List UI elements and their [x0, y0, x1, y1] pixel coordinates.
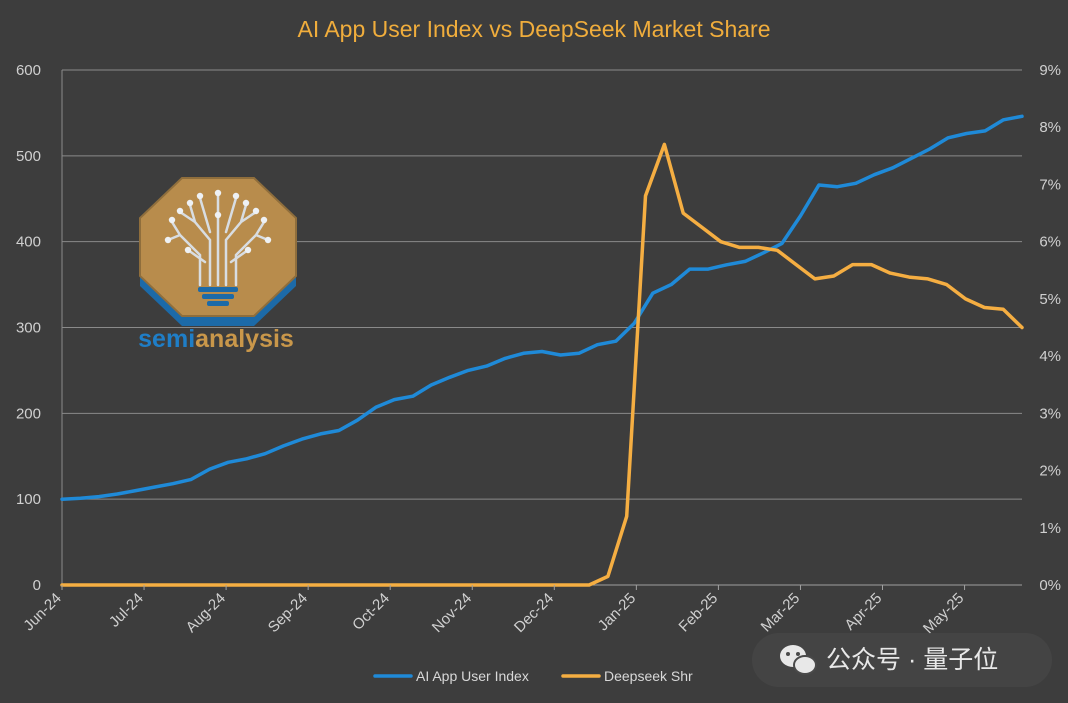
- circuit-tree-icon: [166, 193, 270, 287]
- x-tick-label: Jul-24: [106, 590, 147, 631]
- x-tick-label: Aug-24: [183, 590, 229, 636]
- x-tick-label: Jun-24: [20, 590, 64, 634]
- x-tick-label: Apr-25: [841, 590, 885, 634]
- y-left-tick-label: 100: [16, 491, 41, 508]
- y-left-tick-label: 600: [16, 62, 41, 79]
- x-axis-ticks: Jun-24 Jul-24 Aug-24 Sep-24 Oct-24 Nov-24 Dec-…: [20, 585, 967, 637]
- watermark: 公众号 · 量子位: [752, 633, 1052, 687]
- logo-nodes: [164, 189, 272, 254]
- logo-bulb-base: [198, 287, 238, 306]
- x-tick-label: Nov-24: [429, 590, 475, 636]
- legend-label: Deepseek Shr: [604, 668, 693, 684]
- logo-wordmark: semianalysis: [138, 325, 294, 353]
- legend: AI App User Index Deepseek Shr: [373, 668, 693, 684]
- y-left-tick-label: 400: [16, 234, 41, 251]
- semianalysis-logo: semianalysis: [138, 177, 297, 353]
- y-right-tick-label: 0%: [1039, 577, 1061, 594]
- y-left-tick-label: 0: [33, 577, 41, 594]
- y-right-tick-label: 3%: [1039, 405, 1061, 422]
- x-tick-label: Oct-24: [349, 590, 393, 634]
- y-right-tick-label: 2%: [1039, 463, 1061, 480]
- y-right-tick-label: 7%: [1039, 176, 1061, 193]
- watermark-text: 公众号 · 量子位: [826, 646, 998, 674]
- x-tick-label: Feb-25: [676, 590, 722, 636]
- y-right-tick-label: 4%: [1039, 348, 1061, 365]
- chart-title: AI App User Index vs DeepSeek Market Sha…: [297, 16, 770, 42]
- series-line-ai-app-user-index: [60, 114, 1024, 501]
- x-tick-label: Jan-25: [595, 590, 639, 634]
- wechat-icon: [780, 645, 817, 675]
- y-right-tick-label: 9%: [1039, 62, 1061, 79]
- y-axis-left-ticks: 0 100 200 300 400 500 600: [16, 62, 41, 594]
- x-tick-label: Mar-25: [758, 590, 804, 636]
- y-right-tick-label: 5%: [1039, 291, 1061, 308]
- y-right-tick-label: 8%: [1039, 119, 1061, 136]
- legend-label: AI App User Index: [416, 668, 529, 684]
- y-right-tick-label: 6%: [1039, 234, 1061, 251]
- x-tick-label: Dec-24: [511, 590, 557, 636]
- y-left-tick-label: 300: [16, 320, 41, 337]
- x-tick-label: May-25: [920, 590, 967, 637]
- y-left-tick-label: 200: [16, 405, 41, 422]
- y-right-tick-label: 1%: [1039, 520, 1061, 537]
- y-axis-right-ticks: 0% 1% 2% 3% 4% 5% 6% 7% 8% 9%: [1039, 62, 1061, 594]
- x-tick-label: Sep-24: [265, 590, 311, 636]
- y-left-tick-label: 500: [16, 148, 41, 165]
- series-lines: [60, 114, 1024, 587]
- series-line-deepseek-shr: [60, 142, 1024, 587]
- watermark-bg: [752, 633, 1052, 687]
